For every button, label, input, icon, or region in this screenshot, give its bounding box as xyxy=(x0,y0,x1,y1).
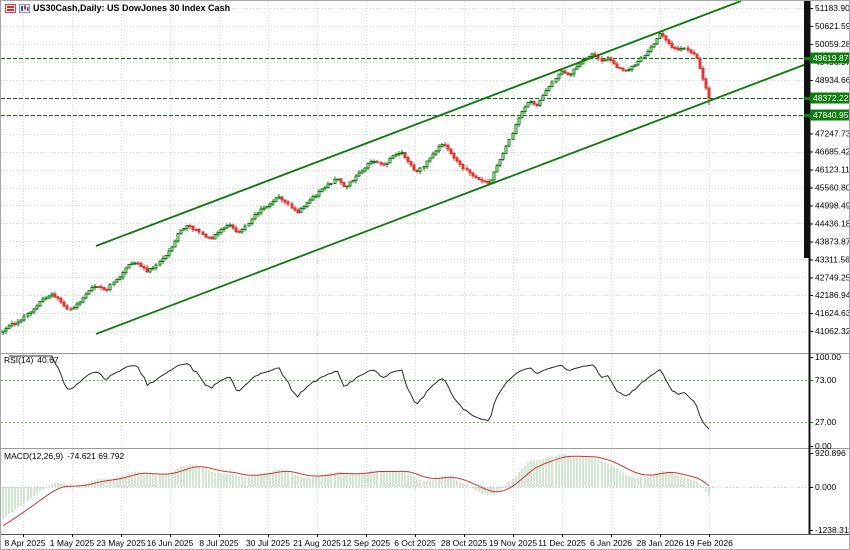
time-axis-label: 11 Dec 2025 xyxy=(538,538,586,548)
macd-name: MACD(12,26,9) xyxy=(4,451,64,461)
price-axis-label: 51183.90 xyxy=(815,3,850,13)
chart-title-bar: US30Cash,Daily: US DowJones 30 Index Cas… xyxy=(5,3,230,13)
time-axis-label: 23 May 2025 xyxy=(96,538,145,548)
price-axis-label: 46123.11 xyxy=(815,165,850,175)
time-axis-label: 30 Jul 2025 xyxy=(246,538,290,548)
price-level-badge-label: 49619.87 xyxy=(813,53,849,63)
time-axis-label: 19 Nov 2025 xyxy=(489,538,537,548)
time-axis-label: 1 May 2025 xyxy=(50,538,95,548)
price-axis-label: 41624.63 xyxy=(815,308,850,318)
rsi-axis-label: 73.00 xyxy=(815,375,837,385)
grid-lines xyxy=(1,2,808,533)
macd-axis: 920.896 0.000 -1238.311 xyxy=(810,448,850,535)
price-level-badge-label: 47840.95 xyxy=(813,110,849,120)
time-axis-label: 21 Aug 2025 xyxy=(293,538,341,548)
rsi-axis: 100.00 73.00 27.00 0.00 xyxy=(810,352,841,451)
macd-axis-label: 0.000 xyxy=(815,482,837,492)
chart-type-icon[interactable] xyxy=(19,3,30,13)
indicator-delete-icon[interactable] xyxy=(5,3,16,13)
price-axis-label: 44998.49 xyxy=(815,200,850,210)
time-axis-label: 19 Feb 2026 xyxy=(685,538,733,548)
price-axis-label: 48934.66 xyxy=(815,75,850,85)
price-axis-label: 42749.25 xyxy=(815,272,850,282)
price-axis-label: 42186.94 xyxy=(815,290,850,300)
macd-values: -74.621 69.792 xyxy=(67,451,125,461)
trend-channel-lower-line xyxy=(95,62,810,335)
price-axis-label: 44436.18 xyxy=(815,218,850,228)
price-axis-label: 43311.56 xyxy=(815,254,850,264)
chart-title: US30Cash,Daily: US DowJones 30 Index Cas… xyxy=(33,3,231,13)
rsi-line xyxy=(9,355,710,430)
price-axis-area xyxy=(810,1,849,549)
rsi-value: 40.67 xyxy=(37,355,59,365)
rsi-indicator-label: RSI(14) 40.67 xyxy=(4,355,63,365)
time-axis-label: 28 Jan 2026 xyxy=(637,538,684,548)
price-level-badge: 47840.95 xyxy=(804,109,849,121)
time-axis-label: 16 Jun 2025 xyxy=(147,538,194,548)
price-axis-label: 41062.32 xyxy=(815,326,850,336)
rsi-axis-label: 27.00 xyxy=(815,417,837,427)
time-axis-label: 28 Oct 2025 xyxy=(441,538,488,548)
price-axis-label: 50059.28 xyxy=(815,39,850,49)
candlesticks[interactable] xyxy=(1,30,711,335)
price-axis-label: 46685.42 xyxy=(815,147,850,157)
macd-indicator-label: MACD(12,26,9) -74.621 69.792 xyxy=(4,451,128,461)
time-axis: 8 Apr 2025 1 May 2025 23 May 2025 16 Jun 20… xyxy=(4,534,733,548)
time-axis-label: 6 Oct 2025 xyxy=(394,538,436,548)
rsi-name: RSI(14) xyxy=(4,355,34,365)
macd-histogram xyxy=(2,454,710,519)
rsi-axis-label: 100.00 xyxy=(815,352,841,362)
macd-axis-label: -1238.311 xyxy=(815,525,850,535)
time-axis-label: 8 Apr 2025 xyxy=(4,538,45,548)
axis-scale-bar xyxy=(804,1,810,258)
rsi-axis-label: 0.00 xyxy=(815,441,832,451)
time-axis-label: 6 Jan 2026 xyxy=(590,538,632,548)
price-axis-label: 43873.87 xyxy=(815,236,850,246)
macd-axis-label: 920.896 xyxy=(815,448,846,458)
time-axis-label: 8 Jul 2025 xyxy=(199,538,238,548)
price-level-badge: 48372.22 xyxy=(804,92,849,104)
trend-channel-upper-line xyxy=(95,1,742,247)
time-axis-label: 12 Sep 2025 xyxy=(342,538,390,548)
price-level-badge-label: 48372.22 xyxy=(813,93,849,103)
price-axis-label: 50621.59 xyxy=(815,21,850,31)
price-axis-label: 45560.80 xyxy=(815,183,850,193)
macd-signal-line xyxy=(2,455,710,527)
price-axis-label: 47247.73 xyxy=(815,129,850,139)
price-level-badge: 49619.87 xyxy=(804,52,849,64)
